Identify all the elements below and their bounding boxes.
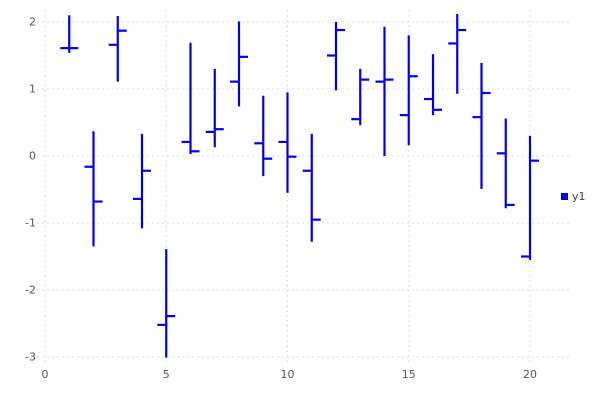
ohlc-bar bbox=[278, 92, 297, 193]
ohlc-bar bbox=[133, 133, 151, 229]
y-axis-tick-label: -1 bbox=[25, 216, 36, 230]
x-axis-tick-label: 5 bbox=[162, 368, 170, 381]
y-axis-tick-label: -2 bbox=[25, 283, 36, 297]
ohlc-bar bbox=[157, 249, 176, 358]
x-axis-tick-label: 15 bbox=[401, 368, 416, 381]
ohlc-bar bbox=[399, 35, 418, 146]
ohlc-bar bbox=[254, 95, 273, 177]
ohlc-bar bbox=[424, 54, 442, 116]
ohlc-bar bbox=[205, 68, 224, 148]
ohlc-bar bbox=[521, 135, 539, 260]
chart-legend: y1 bbox=[561, 190, 586, 203]
y-axis-tick-label: 0 bbox=[29, 149, 36, 163]
ohlc-bar bbox=[496, 118, 515, 209]
ohlc-bar bbox=[230, 21, 248, 107]
ohlc-bar bbox=[327, 22, 345, 91]
legend-swatch-y1 bbox=[561, 193, 568, 200]
legend-label-y1: y1 bbox=[572, 190, 586, 203]
ohlc-bar bbox=[448, 13, 467, 94]
ohlc-bar bbox=[375, 26, 394, 156]
x-axis-tick-label: 0 bbox=[41, 368, 49, 381]
ohlc-bar bbox=[302, 133, 321, 242]
ohlc-bar bbox=[472, 62, 491, 189]
ohlc-bar bbox=[60, 15, 79, 53]
ohlc-bar bbox=[108, 15, 127, 82]
y-axis-tick-label: 1 bbox=[29, 82, 36, 96]
x-axis-tick-label: 20 bbox=[523, 368, 537, 381]
y-axis-tick-label: -3 bbox=[25, 350, 36, 364]
ohlc-bar bbox=[181, 42, 200, 154]
y-axis-tick-label: 2 bbox=[29, 15, 36, 29]
ohlc-bars bbox=[60, 13, 539, 358]
ohlc-bar bbox=[351, 68, 370, 126]
x-axis-tick-label: 10 bbox=[280, 368, 295, 381]
ohlc-bar bbox=[84, 131, 103, 247]
